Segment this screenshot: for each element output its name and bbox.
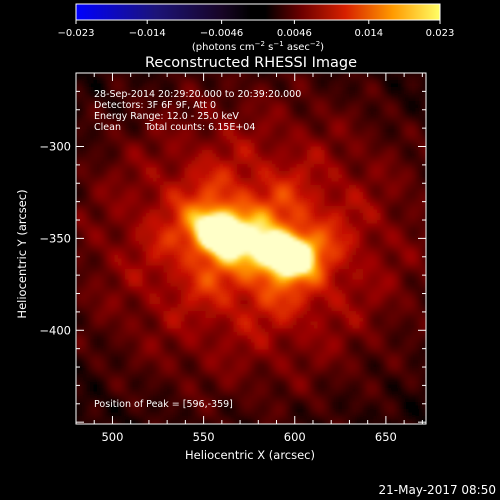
colorbar-gradient — [75, 3, 441, 21]
x-axis-label: Heliocentric X (arcsec) — [185, 448, 315, 462]
y-axis-label: Heliocentric Y (arcsec) — [15, 189, 29, 318]
energy-range-text: Energy Range: 12.0 - 25.0 keV — [94, 111, 239, 122]
colorbar-tick-label: 0.0046 — [277, 28, 312, 39]
method-text: Clean — [94, 122, 121, 133]
annotations: 28-Sep-2014 20:29:20.000 to 20:39:20.000… — [94, 89, 301, 410]
colorbar-tick-label: 0.023 — [426, 28, 455, 39]
colorbar-tick-label: −0.014 — [129, 28, 166, 39]
colorbar-tick-label: −0.023 — [57, 28, 94, 39]
x-tick-label: 600 — [284, 430, 306, 444]
y-tick-label: −300 — [39, 140, 71, 154]
colorbar: −0.023 −0.014 −0.0046 0.0046 0.014 0.023 (pho… — [57, 3, 454, 53]
colorbar-tick-label: 0.014 — [354, 28, 383, 39]
peak-position-text: Position of Peak = [596,-359] — [94, 399, 233, 410]
colorbar-tick-label: −0.0046 — [200, 28, 243, 39]
time-range-text: 28-Sep-2014 20:29:20.000 to 20:39:20.000 — [94, 89, 301, 100]
detectors-text: Detectors: 3F 6F 9F, Att 0 — [94, 100, 216, 111]
colorbar-ticks: −0.023 −0.014 −0.0046 0.0046 0.014 0.023 — [57, 20, 454, 39]
x-tick-label: 650 — [375, 430, 397, 444]
y-tick-label: −350 — [39, 231, 71, 245]
colorbar-label: (photons cm−2 s−1 asec−2) — [192, 40, 324, 53]
chart-title: Reconstructed RHESSI Image — [145, 55, 357, 71]
total-counts-text: Total counts: 6.15E+04 — [144, 122, 255, 133]
x-tick-label: 500 — [101, 430, 123, 444]
footer-date: 21-May-2017 08:50 — [379, 483, 496, 497]
heatmap-image — [76, 73, 426, 424]
image-area: 500 550 600 650 −300 −350 −400 — [39, 72, 427, 444]
plot-frame — [75, 72, 427, 425]
axes: 500 550 600 650 −300 −350 −400 — [39, 72, 427, 444]
y-tick-label: −400 — [39, 323, 71, 337]
x-tick-label: 550 — [193, 430, 215, 444]
